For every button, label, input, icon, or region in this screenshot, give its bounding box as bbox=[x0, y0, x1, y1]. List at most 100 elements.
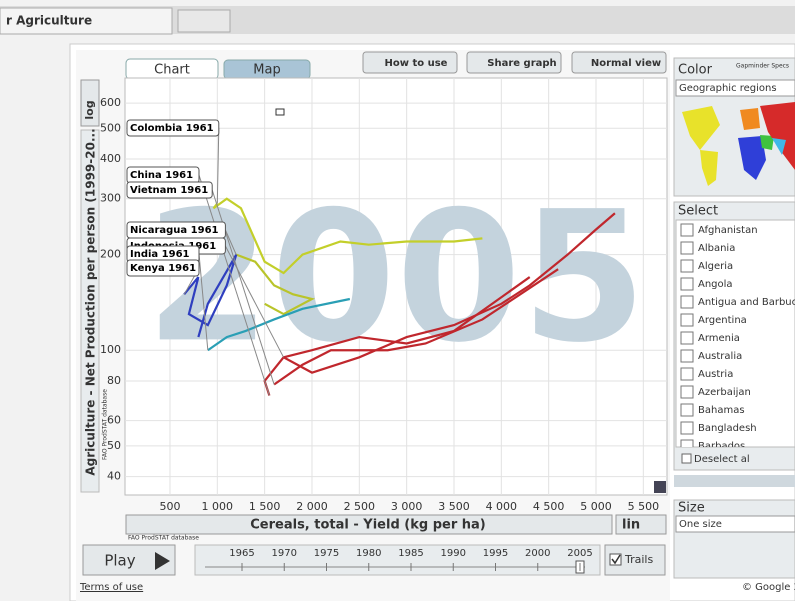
country-name[interactable]: Angola bbox=[698, 279, 733, 290]
x-tick-label: 3 500 bbox=[438, 500, 470, 513]
button-label: How to use bbox=[385, 58, 448, 69]
x-tick-label: 1 000 bbox=[202, 500, 234, 513]
tab-title: r Agriculture bbox=[6, 14, 92, 28]
country-checkbox[interactable] bbox=[680, 259, 694, 273]
x-tick-label: 3 000 bbox=[391, 500, 423, 513]
country-list bbox=[675, 219, 795, 448]
year-label: 1965 bbox=[229, 548, 254, 559]
source-label: FAO ProdSTAT database bbox=[128, 535, 199, 542]
country-checkbox[interactable] bbox=[680, 439, 694, 452]
country-name[interactable]: Algeria bbox=[698, 261, 733, 272]
y-tick-label: 200 bbox=[100, 248, 121, 261]
south-asia bbox=[772, 138, 786, 155]
europe bbox=[740, 108, 760, 130]
year-label: 2000 bbox=[525, 548, 550, 559]
country-name[interactable]: Austria bbox=[698, 369, 733, 380]
scale-selector[interactable] bbox=[615, 514, 667, 535]
trail bbox=[183, 254, 238, 338]
year-label: 2005 bbox=[567, 548, 592, 559]
trail bbox=[283, 276, 531, 359]
color-dropdown[interactable] bbox=[675, 79, 795, 97]
middle-east bbox=[760, 135, 774, 150]
play-icon bbox=[155, 552, 170, 570]
country-name[interactable]: Australia bbox=[698, 351, 742, 362]
deselect-checkbox[interactable] bbox=[681, 453, 692, 464]
x-axis-label: Cereals, total - Yield (kg per ha) bbox=[250, 518, 485, 533]
x-tick-label: 4 000 bbox=[486, 500, 518, 513]
region-map[interactable] bbox=[682, 102, 795, 186]
tab-label: Chart bbox=[154, 63, 190, 78]
year-watermark: 2005 bbox=[146, 173, 647, 382]
country-name[interactable]: Bahamas bbox=[698, 405, 745, 416]
y-tick-label: 80 bbox=[107, 374, 121, 387]
country-name[interactable]: Armenia bbox=[698, 333, 740, 344]
x-tick-label: 4 500 bbox=[533, 500, 565, 513]
series-label: India 1961 bbox=[130, 249, 190, 260]
country-checkbox[interactable] bbox=[680, 421, 694, 435]
country-name[interactable]: Argentina bbox=[698, 315, 747, 326]
label-connector bbox=[216, 127, 220, 204]
africa bbox=[738, 136, 766, 180]
americas bbox=[700, 150, 718, 186]
y-tick-label: 300 bbox=[100, 192, 121, 205]
browser-tab[interactable] bbox=[0, 7, 173, 35]
country-checkbox[interactable] bbox=[680, 385, 694, 399]
country-checkbox[interactable] bbox=[680, 367, 694, 381]
trails-checkbox[interactable] bbox=[609, 553, 622, 566]
trail bbox=[207, 297, 351, 352]
trail bbox=[212, 197, 483, 275]
country-checkbox[interactable] bbox=[680, 313, 694, 327]
country-checkbox[interactable] bbox=[680, 241, 694, 255]
tab-label: Map bbox=[253, 63, 280, 78]
normal-view-button[interactable] bbox=[571, 51, 667, 74]
year-label: 1995 bbox=[483, 548, 508, 559]
size-dropdown[interactable] bbox=[675, 515, 795, 533]
country-name[interactable]: Bangladesh bbox=[698, 423, 757, 434]
log-button[interactable] bbox=[80, 79, 100, 127]
list-slider[interactable] bbox=[674, 475, 795, 487]
y-tick-label: 40 bbox=[107, 470, 121, 483]
how-to-use-button[interactable] bbox=[362, 51, 458, 74]
country-name[interactable]: Barbados bbox=[698, 441, 745, 452]
americas bbox=[682, 106, 720, 150]
country-name[interactable]: Antigua and Barbuc bbox=[698, 297, 795, 308]
country-checkbox[interactable] bbox=[680, 277, 694, 291]
plot-area bbox=[124, 77, 668, 496]
trails-label: Trails bbox=[624, 553, 653, 566]
country-checkbox[interactable] bbox=[680, 295, 694, 309]
size-panel bbox=[673, 499, 795, 579]
country-name[interactable]: Afghanistan bbox=[698, 225, 758, 236]
x-axis-selector[interactable] bbox=[125, 514, 613, 535]
button-label: Share graph bbox=[487, 58, 556, 69]
country-name[interactable]: Albania bbox=[698, 243, 735, 254]
trail bbox=[235, 253, 316, 316]
label-connector bbox=[224, 229, 237, 255]
country-checkbox[interactable] bbox=[680, 403, 694, 417]
scale-label: lin bbox=[622, 518, 640, 533]
log-label: log bbox=[83, 100, 96, 119]
select-title: Select bbox=[678, 204, 718, 219]
source-label: FAO ProdSTAT database bbox=[102, 389, 109, 460]
label-connector bbox=[198, 174, 270, 396]
copyright: © Google 2 bbox=[742, 582, 795, 593]
deselect-label[interactable]: Deselect al bbox=[694, 454, 750, 465]
y-axis-selector[interactable] bbox=[80, 129, 100, 493]
x-tick-label: 2 500 bbox=[344, 500, 376, 513]
year-label: 1970 bbox=[272, 548, 297, 559]
new-tab[interactable] bbox=[177, 9, 231, 33]
country-name[interactable]: Azerbaijan bbox=[698, 387, 751, 398]
zoom-button[interactable] bbox=[654, 481, 666, 493]
timeline bbox=[194, 544, 601, 576]
button-label: Normal view bbox=[591, 58, 661, 69]
label-box bbox=[126, 181, 213, 199]
terms-link[interactable]: Terms of use bbox=[79, 582, 143, 593]
trail bbox=[273, 268, 559, 386]
play-label: Play bbox=[104, 552, 135, 570]
series-label: China 1961 bbox=[130, 170, 193, 181]
share-graph-button[interactable] bbox=[466, 51, 562, 74]
country-checkbox[interactable] bbox=[680, 349, 694, 363]
label-box bbox=[126, 119, 220, 137]
country-checkbox[interactable] bbox=[680, 331, 694, 345]
country-checkbox[interactable] bbox=[680, 223, 694, 237]
